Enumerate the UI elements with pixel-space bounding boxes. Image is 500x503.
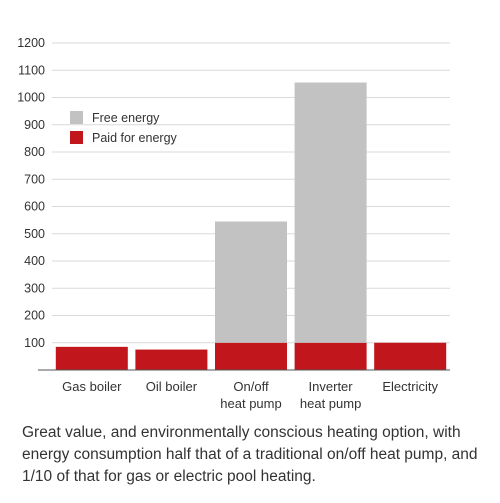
bar-paid-for-energy xyxy=(215,342,287,370)
y-tick-label: 600 xyxy=(24,200,45,214)
x-tick-label: Oil boiler xyxy=(146,379,198,394)
y-tick-label: 900 xyxy=(24,118,45,132)
y-tick-label: 700 xyxy=(24,172,45,186)
legend-swatch xyxy=(70,131,83,144)
y-tick-label: 1200 xyxy=(17,36,45,50)
bar-chart: 100 200 300 400 500 600 700 800 900 1000 1100 1200 G… xyxy=(17,36,450,411)
bar-paid-for-energy xyxy=(135,349,208,370)
legend-label: Free energy xyxy=(92,111,160,125)
legend-swatch xyxy=(70,111,83,124)
y-tick-label: 500 xyxy=(24,227,45,241)
x-tick-label: Gas boiler xyxy=(62,379,122,394)
x-tick-label: Electricity xyxy=(382,379,438,394)
bar-paid-for-energy xyxy=(294,342,367,370)
y-tick-label: 400 xyxy=(24,254,45,268)
y-tick-label: 100 xyxy=(24,336,45,350)
bar-free-energy xyxy=(215,221,287,343)
y-tick-label: 1000 xyxy=(17,91,45,105)
bar-free-energy xyxy=(294,82,367,343)
legend-label: Paid for energy xyxy=(92,131,178,145)
y-tick-label: 200 xyxy=(24,309,45,323)
y-tick-label: 800 xyxy=(24,145,45,159)
bar-paid-for-energy xyxy=(374,342,447,370)
chart-caption: Great value, and environmentally conscio… xyxy=(22,424,478,485)
x-tick-label: Inverter heat pump xyxy=(300,379,361,411)
x-tick-label: On/off heat pump xyxy=(220,379,281,411)
y-tick-label: 300 xyxy=(24,281,45,295)
y-tick-label: 1100 xyxy=(18,63,45,77)
bar-paid-for-energy xyxy=(55,346,128,370)
